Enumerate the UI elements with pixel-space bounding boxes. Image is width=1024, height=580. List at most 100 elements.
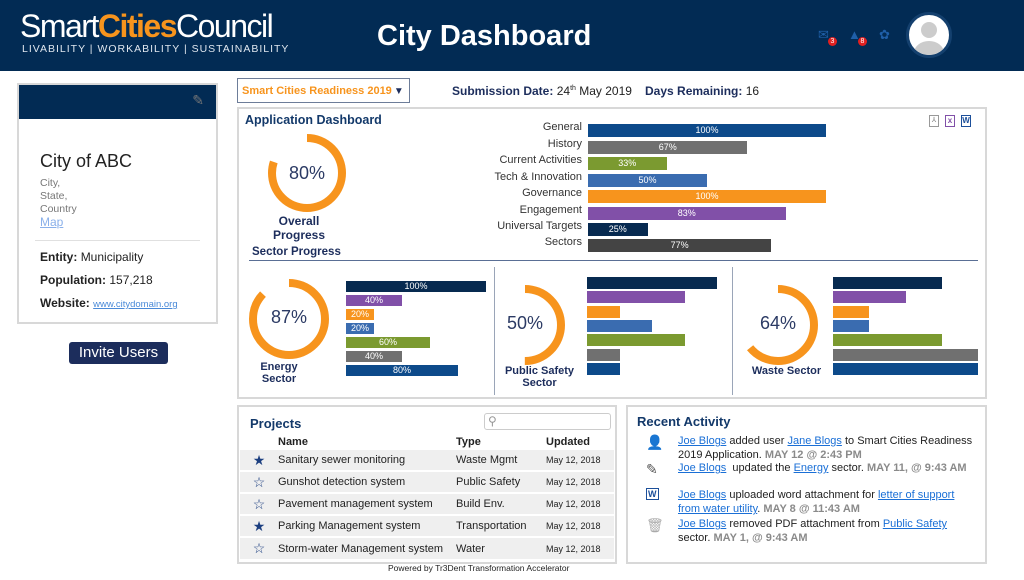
address-city: City, (40, 177, 61, 189)
column-name[interactable]: Name (276, 436, 454, 449)
project-updated: May 12, 2018 (544, 448, 614, 471)
divider (494, 267, 495, 395)
logo[interactable]: SmartCitiesCouncil (20, 8, 274, 45)
project-name[interactable]: Pavement management system (276, 492, 454, 515)
sector-bar (833, 363, 978, 375)
website-link[interactable]: www.citydomain.org (93, 299, 178, 310)
sector-bar: 20% (346, 323, 374, 334)
table-row[interactable]: ☆ Pavement management system Build Env. May… (240, 492, 614, 515)
website-row: Website: www.citydomain.org (40, 296, 178, 310)
table-row[interactable]: ★ Sanitary sewer monitoring Waste Mgmt May … (240, 448, 614, 471)
mail-icon[interactable]: ✉ 3 (818, 28, 837, 46)
export-icons: ⅄ x W (929, 115, 971, 127)
project-name[interactable]: Gunshot detection system (276, 470, 454, 493)
edit-pencil-icon[interactable]: ✎ (192, 92, 204, 108)
activity-link[interactable]: Public Safety (882, 518, 948, 530)
excel-icon[interactable]: x (945, 115, 955, 127)
star-filled-icon[interactable]: ★ (240, 448, 276, 471)
star-outline-icon[interactable]: ☆ (240, 470, 276, 493)
table-row[interactable]: ☆ Storm-water Management system Water May 1… (240, 536, 614, 559)
invite-users-button[interactable]: Invite Users (69, 342, 168, 364)
overall-progress-value: 80% (288, 163, 326, 183)
logo-smart: Smart (20, 8, 99, 44)
logo-tagline: LIVABILITY | WORKABILITY | SUSTAINABILIT… (22, 43, 290, 55)
bar-label: Universal Targets (497, 220, 582, 232)
sector-progress-label: Sector Progress (252, 246, 341, 258)
sector-bar (587, 349, 620, 361)
panel-title: Application Dashboard (245, 113, 382, 127)
submission-suffix: th (570, 85, 576, 92)
sector-bar (833, 334, 942, 346)
entity-value: Municipality (80, 250, 144, 264)
project-updated: May 12, 2018 (544, 492, 614, 515)
star-filled-icon[interactable]: ★ (240, 514, 276, 537)
sector-progress-arc (485, 285, 565, 365)
pdf-icon[interactable]: ⅄ (929, 115, 939, 127)
table-row[interactable]: ☆ Gunshot detection system Public Safety Ma… (240, 470, 614, 493)
column-updated[interactable]: Updated (544, 436, 614, 449)
bar-label: Engagement (519, 204, 582, 216)
activity-link[interactable]: letter of support from water utility (678, 489, 955, 515)
avatar[interactable] (906, 12, 952, 58)
word-icon[interactable]: W (961, 115, 971, 127)
sector-bar (833, 306, 870, 318)
sector-donut (485, 285, 565, 365)
overall-progress-label: Overall Progress (272, 214, 326, 242)
sector-progress-value: 87% (270, 307, 308, 327)
notification-badge: 8 (858, 37, 867, 46)
sector-bar (833, 320, 870, 332)
bar: 100% (588, 190, 826, 203)
mail-badge: 3 (828, 37, 837, 46)
sector-bar-value: 20% (350, 323, 369, 333)
days-remaining-label: Days Remaining: (645, 84, 743, 98)
project-name[interactable]: Storm-water Management system (276, 536, 454, 559)
application-select[interactable]: Smart Cities Readiness 2019 ▼ (237, 78, 410, 103)
sector-bar: 20% (346, 309, 374, 320)
bar-value-label: 25% (608, 224, 627, 234)
activity-text: updated the (726, 462, 794, 474)
days-remaining-value: 16 (745, 84, 760, 98)
gear-icon[interactable]: ✿ (879, 27, 890, 42)
user-link[interactable]: Joe Blogs (678, 489, 727, 501)
activity-link[interactable]: Jane Blogs (787, 435, 842, 447)
bar-value-label: 33% (618, 158, 637, 168)
add-user-icon: 👤 (646, 434, 664, 450)
activity-text: uploaded word attachment for (726, 489, 878, 501)
column-type[interactable]: Type (454, 436, 544, 449)
user-link[interactable]: Joe Blogs (678, 435, 727, 447)
star-outline-icon[interactable]: ☆ (240, 492, 276, 515)
bar-label: Current Activities (499, 154, 582, 166)
sector-bar (833, 291, 906, 303)
user-link[interactable]: Joe Blogs (678, 462, 727, 474)
user-link[interactable]: Joe Blogs (678, 518, 727, 530)
entity-row: Entity: Municipality (40, 250, 143, 264)
sector-bar: 100% (346, 281, 486, 292)
search-icon: ⚲ (488, 414, 497, 428)
activity-text: added user (726, 435, 788, 447)
activity-link[interactable]: Energy (793, 462, 829, 474)
footer-powered-by: Powered by Tr3Dent Transformation Accele… (388, 563, 570, 573)
bar-value-label: 50% (638, 175, 657, 185)
project-search-input[interactable]: ⚲ (484, 413, 611, 430)
bar: 25% (588, 223, 648, 236)
project-type: Build Env. (454, 492, 544, 515)
bar: 50% (588, 174, 707, 187)
sector-bar: 60% (346, 337, 430, 348)
bell-icon[interactable]: ▲ 8 (848, 28, 867, 46)
application-dashboard-panel: Application Dashboard ⅄ x W 80% Overall … (237, 107, 987, 399)
activity-text: sector. (678, 532, 714, 544)
sector-bar (587, 363, 620, 375)
star-outline-icon[interactable]: ☆ (240, 536, 276, 559)
map-link[interactable]: Map (40, 215, 64, 229)
bar-value-label: 83% (677, 208, 696, 218)
trash-icon: 🗑 (646, 517, 664, 533)
project-type: Waste Mgmt (454, 448, 544, 471)
table-row[interactable]: ★ Parking Management system Transportation… (240, 514, 614, 537)
project-name[interactable]: Sanitary sewer monitoring (276, 448, 454, 471)
project-name[interactable]: Parking Management system (276, 514, 454, 537)
bar-value-label: 77% (670, 240, 689, 250)
bar-label: General (542, 121, 582, 133)
pencil-icon: ✎ (646, 461, 658, 477)
recent-activity-title: Recent Activity (637, 414, 731, 429)
top-header: SmartCitiesCouncil LIVABILITY | WORKABIL… (0, 0, 1024, 71)
